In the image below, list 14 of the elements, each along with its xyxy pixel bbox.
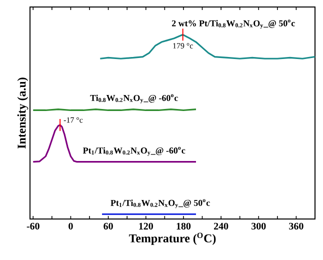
text: Ti$_{0.8}$W$_{0.2}$N$_{x}$O$_{y}$_@ -60$^{o}$c <box>90 94 178 104</box>
text: 2 wt% Pt/Ti$_{0.8}$W$_{0.2}$N$_{x}$O$_{y}$_@ 50$^{o}$c <box>172 20 295 29</box>
text: Pt$_{1}$/Ti$_{0.8}$W$_{0.2}$N$_{x}$O$_{y}$_@ 50$^{o}$c <box>110 199 210 208</box>
x-tick-label: 60 <box>104 222 113 230</box>
x-tick-label: 120 <box>139 222 153 230</box>
x-tick-label: 360 <box>289 222 304 230</box>
y-axis-title: Intensity (a.u) <box>17 78 28 148</box>
x-tick-label: 180 <box>176 222 191 230</box>
x-tick-label: 0 <box>68 222 73 230</box>
x-tick-label: 300 <box>252 222 266 230</box>
x-tick-label: 240 <box>214 222 228 230</box>
x-tick-label: -60 <box>26 222 40 230</box>
x-axis-title: Temprature ($^{O}$C) <box>128 232 216 245</box>
text: Pt$_{1}$/Ti$_{0.8}$W$_{0.2}$N$_{x}$O$_{y}$_@ -60$^{o}$c <box>82 146 186 156</box>
